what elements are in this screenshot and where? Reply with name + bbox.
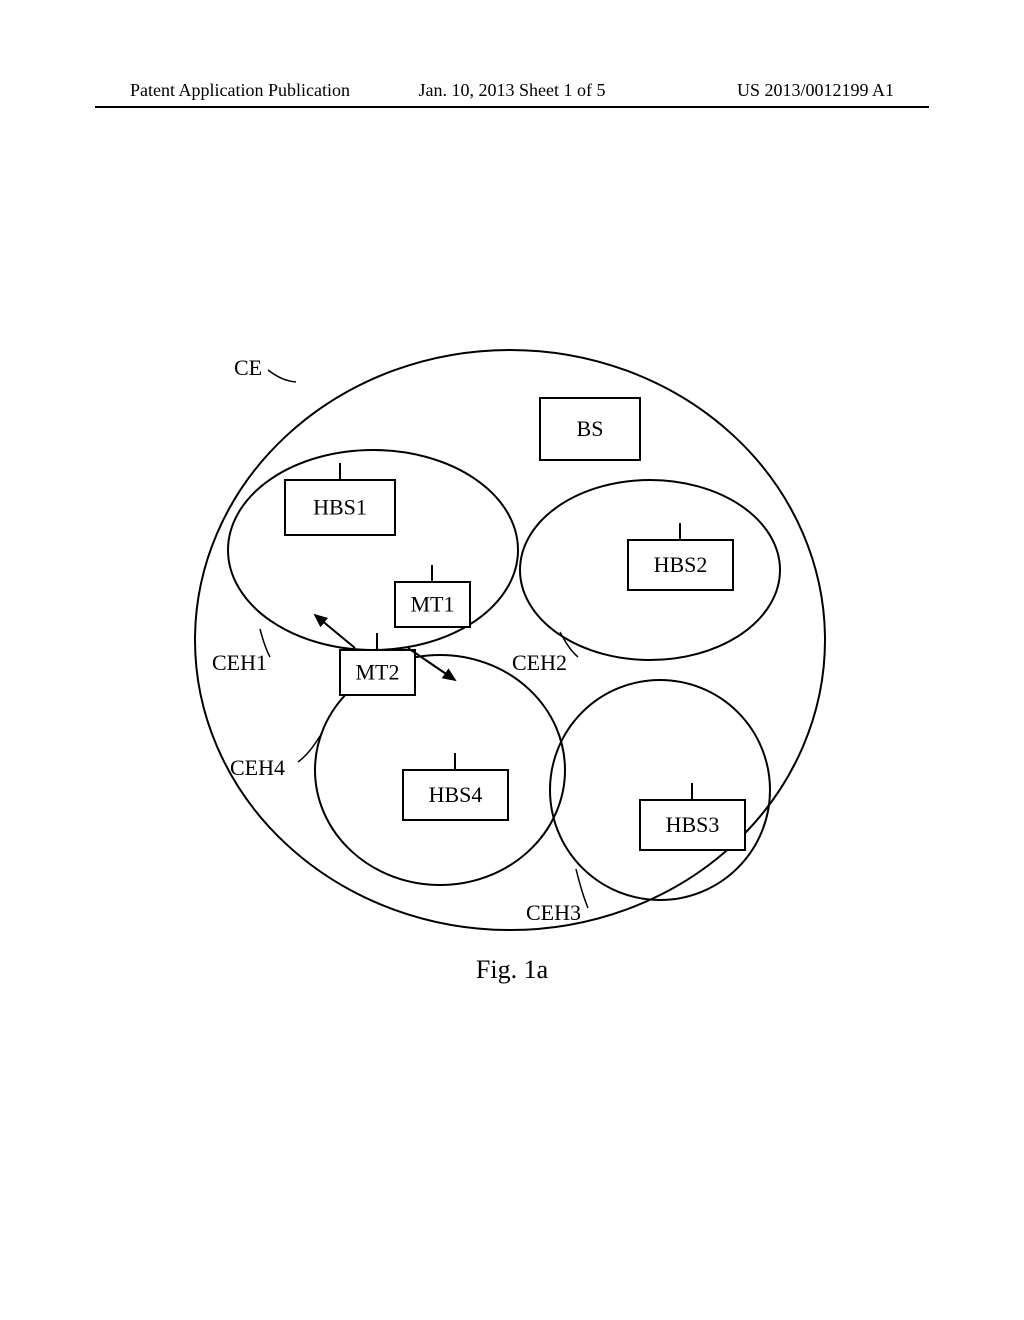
box-label-HBS4: HBS4	[429, 782, 483, 807]
box-label-MT2: MT2	[356, 660, 400, 685]
box-label-HBS1: HBS1	[313, 495, 367, 520]
label-CEH1: CEH1	[212, 650, 267, 675]
label-CEH2: CEH2	[512, 650, 567, 675]
box-label-MT1: MT1	[411, 592, 455, 617]
box-label-HBS3: HBS3	[666, 812, 720, 837]
box-label-BS: BS	[577, 416, 604, 441]
leader-CE	[268, 370, 296, 382]
label-CE: CE	[234, 355, 262, 380]
figure-diagram: BS HBS1 HBS2 HBS3 HBS4 MT1 MT2 CE CEH1 CEH2 CEH3 CE…	[0, 0, 1024, 1320]
figure-caption: Fig. 1a	[476, 955, 548, 985]
box-label-HBS2: HBS2	[654, 552, 708, 577]
cell-CEH3	[550, 680, 770, 900]
label-CEH4: CEH4	[230, 755, 285, 780]
label-CEH3: CEH3	[526, 900, 581, 925]
